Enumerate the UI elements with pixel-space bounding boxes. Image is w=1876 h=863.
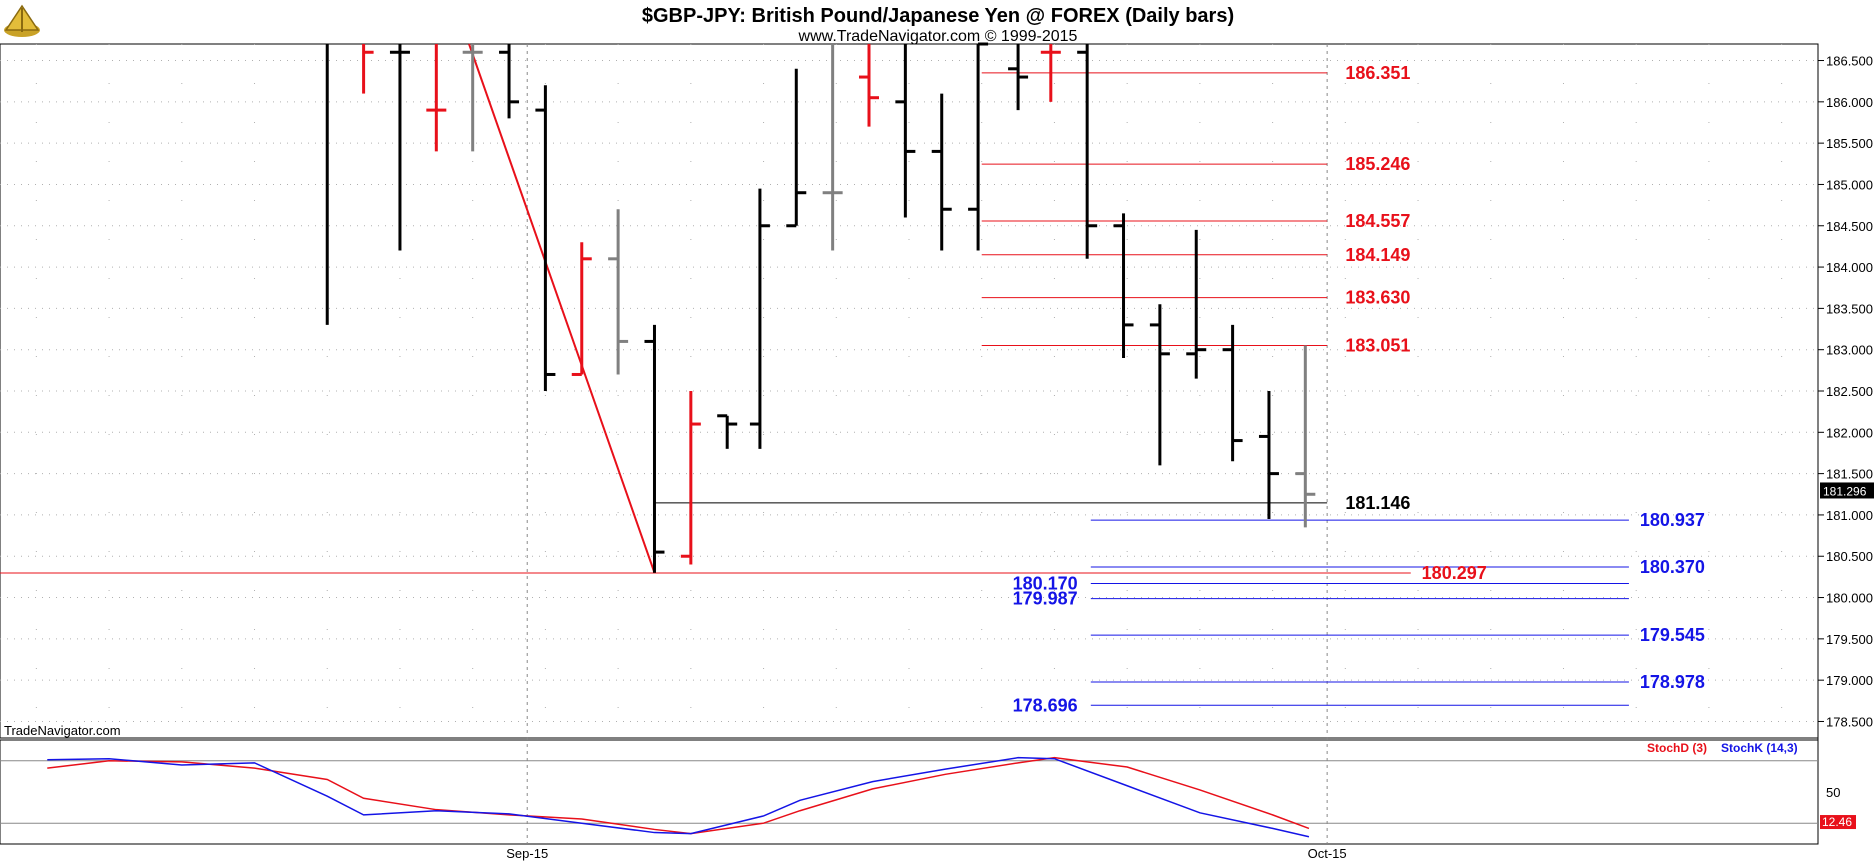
x-tick-label: Oct-15 — [1308, 846, 1347, 861]
ohlc-bar — [1295, 345, 1316, 528]
trendline — [468, 43, 656, 574]
stoch-k-line — [47, 756, 1310, 838]
chart-subtitle: www.TradeNavigator.com © 1999-2015 — [798, 28, 1078, 45]
ohlc-bar — [717, 414, 738, 449]
ohlc-bar — [644, 324, 665, 573]
ohlc-bar — [749, 188, 770, 449]
indicator-last-tag — [1820, 815, 1856, 830]
level-label: 186.351 — [1345, 63, 1410, 83]
level-label: 184.557 — [1345, 211, 1410, 231]
y-tick-label: 178.500 — [1826, 714, 1873, 729]
level-label: 180.297 — [1422, 563, 1487, 583]
level-label: 178.696 — [1013, 695, 1078, 715]
y-tick-label: 180.500 — [1826, 549, 1873, 564]
level-label: 183.630 — [1345, 288, 1410, 308]
ohlc-bar — [1258, 391, 1279, 520]
level-label: 180.370 — [1640, 557, 1705, 577]
y-tick-label: 182.500 — [1826, 384, 1873, 399]
logo-icon — [4, 4, 40, 37]
ohlc-bar — [535, 85, 556, 391]
ohlc-bar — [499, 44, 520, 119]
x-tick-label: Sep-15 — [506, 846, 548, 861]
ohlc-bar — [571, 242, 592, 376]
y-tick-label: 179.000 — [1826, 673, 1873, 688]
level-label: 181.146 — [1345, 493, 1410, 513]
y-tick-label: 180.000 — [1826, 591, 1873, 606]
level-labels: 186.351 185.246 184.557 184.149 183.630 183.0… — [1013, 63, 1705, 715]
level-lines — [0, 72, 1629, 706]
grid — [0, 44, 1818, 844]
ohlc-bar — [1222, 324, 1243, 462]
trendline-group — [468, 43, 656, 574]
ohlc-bar — [895, 44, 916, 218]
level-label: 183.051 — [1345, 335, 1410, 355]
y-tick-label: 179.500 — [1826, 632, 1873, 647]
ohlc-bar — [786, 68, 807, 228]
indicator-panel-frame — [0, 739, 1819, 845]
ohlc-bar — [426, 44, 447, 152]
indicator-tick-label: 50 — [1826, 785, 1840, 800]
stochastic-panel: 50 StochD (3) StochK (14,3) 12.46 — [0, 741, 1856, 838]
y-tick-label: 184.000 — [1826, 260, 1873, 275]
level-label: 185.246 — [1345, 154, 1410, 174]
date-axis: Sep-15 Oct-15 — [506, 846, 1346, 861]
y-tick-label: 185.000 — [1826, 177, 1873, 192]
ohlc-bar — [462, 44, 483, 152]
y-tick-label: 186.000 — [1826, 95, 1873, 110]
y-tick-label: 184.500 — [1826, 219, 1873, 234]
ohlc-bar — [389, 44, 410, 251]
level-label: 180.937 — [1640, 510, 1705, 530]
ohlc-bar — [859, 44, 880, 127]
last-price-label: 181.296 — [1823, 484, 1867, 498]
ohlc-bar — [931, 93, 952, 251]
ohlc-bar — [1149, 304, 1170, 466]
ohlc-bar — [1077, 44, 1098, 259]
level-label: 180.170 — [1013, 574, 1078, 594]
ohlc-bar — [362, 44, 374, 94]
level-label: 184.149 — [1345, 245, 1410, 265]
price-axis: 178.500 179.000 179.500 180.000 180.500 181.0… — [1818, 54, 1874, 729]
watermark: TradeNavigator.com — [4, 723, 121, 738]
indicator-last-value: 12.46 — [1822, 815, 1852, 829]
y-tick-label: 185.500 — [1826, 136, 1873, 151]
ohlc-bar — [822, 44, 843, 251]
legend-stoch-d: StochD (3) — [1647, 741, 1707, 755]
y-tick-label: 183.000 — [1826, 343, 1873, 358]
y-tick-label: 186.500 — [1826, 54, 1873, 69]
price-bars — [325, 42, 1316, 573]
y-tick-label: 181.500 — [1826, 467, 1873, 482]
ohlc-bar — [1186, 229, 1207, 379]
ohlc-bar — [1113, 213, 1134, 358]
level-label: 179.987 — [1013, 589, 1078, 609]
ohlc-bar — [1008, 44, 1029, 111]
level-label: 179.545 — [1640, 625, 1705, 645]
chart-title: $GBP-JPY: British Pound/Japanese Yen @ F… — [642, 5, 1234, 27]
ohlc-bar — [680, 391, 701, 565]
stoch-d-line — [47, 756, 1310, 835]
ohlc-bar — [968, 42, 989, 251]
last-price-tag — [1820, 482, 1874, 499]
price-panel-frame — [0, 43, 1819, 739]
y-tick-label: 182.000 — [1826, 425, 1873, 440]
y-tick-label: 181.000 — [1826, 508, 1873, 523]
level-label: 178.978 — [1640, 672, 1705, 692]
ohlc-bar — [1040, 44, 1061, 102]
y-tick-label: 183.500 — [1826, 301, 1873, 316]
ohlc-bar — [608, 209, 629, 375]
legend-stoch-k: StochK (14,3) — [1721, 741, 1798, 755]
